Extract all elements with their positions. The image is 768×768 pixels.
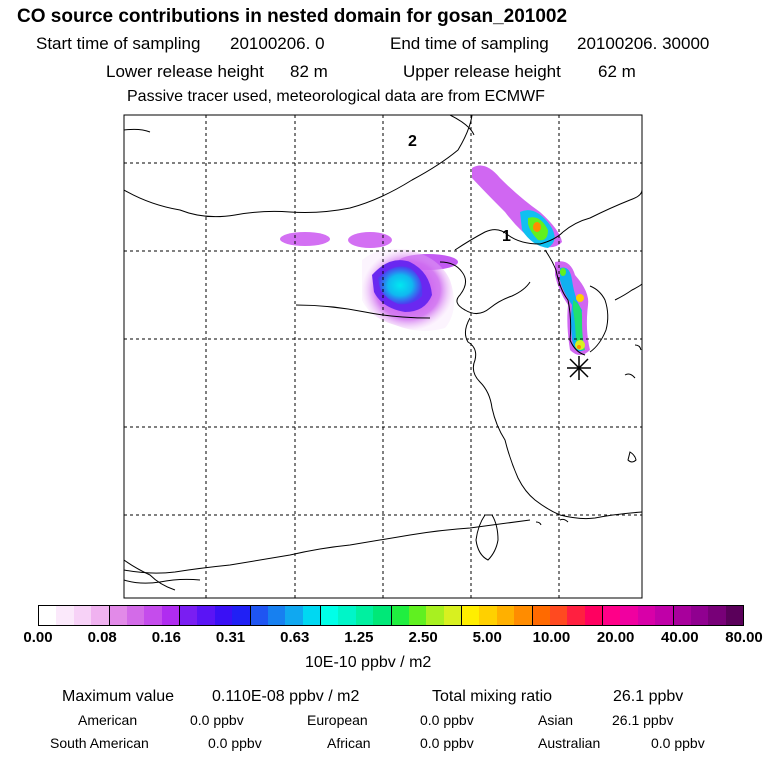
colorbar-tick-label: 0.31 [215, 629, 246, 646]
sampling-end-label: End time of sampling [390, 34, 549, 53]
upper-height-label: Upper release height [403, 62, 561, 81]
contour-label-2: 2 [408, 133, 417, 150]
colorbar-swatch [232, 606, 251, 625]
tracer-note: Passive tracer used, meteorological data… [127, 88, 545, 105]
colorbar-swatch [250, 606, 268, 625]
region-value: 0.0 ppbv [208, 735, 262, 751]
colorbar-swatch [302, 606, 321, 625]
total-mixing-label: Total mixing ratio [432, 688, 553, 705]
region-name: South American [50, 735, 149, 751]
colorbar-swatch [391, 606, 409, 625]
colorbar-swatch [637, 606, 656, 625]
lower-height-value: 82 m [290, 62, 328, 81]
map-frame [123, 114, 643, 599]
concentration-plume [280, 165, 590, 355]
total-mixing-value: 26.1 ppbv [613, 688, 684, 705]
colorbar-tick-label: 40.00 [661, 629, 699, 646]
colorbar-swatch [479, 606, 497, 625]
colorbar-swatch [109, 606, 127, 625]
max-value: 0.110E-08 ppbv / m2 [212, 688, 360, 705]
colorbar-swatch [214, 606, 233, 625]
colorbar-swatch [549, 606, 568, 625]
colorbar-swatch [496, 606, 515, 625]
colorbar-swatch [197, 606, 215, 625]
contour-label-1: 1 [502, 228, 511, 245]
colorbar-swatch [462, 606, 480, 625]
colorbar-swatch [180, 606, 198, 625]
colorbar-tick-label: 80.00 [725, 629, 763, 646]
upper-height-value: 62 m [598, 62, 636, 81]
map-content [124, 115, 642, 598]
colorbar-units: 10E-10 ppbv / m2 [305, 654, 432, 671]
region-name: African [327, 735, 371, 751]
colorbar-swatch [584, 606, 603, 625]
region-value: 26.1 ppbv [612, 712, 674, 728]
colorbar-tick-label: 10.00 [532, 629, 571, 646]
colorbar-swatch [144, 606, 162, 625]
coastlines [124, 115, 642, 591]
region-name: Asian [538, 712, 574, 728]
plot-title: CO source contributions in nested domain… [17, 6, 568, 27]
colorbar-tick-label: 0.16 [151, 629, 181, 646]
colorbar-swatch [285, 606, 303, 625]
colorbar [38, 605, 744, 626]
map-panel: 2 1 [123, 114, 643, 599]
colorbar-swatch [373, 606, 392, 625]
colorbar-swatch [161, 606, 180, 625]
colorbar-swatch [655, 606, 674, 625]
colorbar-swatch [514, 606, 533, 625]
region-name: Australian [538, 735, 601, 751]
colorbar-tick-label: 20.00 [596, 629, 635, 646]
region-value: 0.0 ppbv [190, 712, 244, 728]
sampling-start-value: 20100206. 0 [230, 34, 325, 53]
colorbar-tick-label: 1.25 [344, 629, 374, 646]
colorbar-swatch [567, 606, 585, 625]
colorbar-swatch [355, 606, 374, 625]
colorbar-tick-label: 0.00 [23, 629, 53, 646]
colorbar-swatch [725, 606, 743, 625]
colorbar-tick-label: 0.08 [87, 629, 117, 646]
receptor-marker-icon [567, 356, 591, 380]
colorbar-tick-label: 5.00 [472, 629, 502, 646]
colorbar-swatch [267, 606, 286, 625]
colorbar-swatch [443, 606, 462, 625]
lower-height-label: Lower release height [106, 62, 264, 81]
colorbar-swatch [408, 606, 427, 625]
region-value: 0.0 ppbv [420, 735, 474, 751]
colorbar-swatch [338, 606, 356, 625]
colorbar-tick-label: 0.63 [280, 629, 310, 646]
colorbar-swatch [56, 606, 74, 625]
colorbar-swatch [73, 606, 92, 625]
colorbar-swatch [673, 606, 691, 625]
colorbar-swatch [532, 606, 550, 625]
region-value: 0.0 ppbv [420, 712, 474, 728]
region-name: American [78, 712, 138, 728]
sampling-end-value: 20100206. 30000 [577, 34, 710, 53]
colorbar-swatch [690, 606, 709, 625]
colorbar-swatch [603, 606, 621, 625]
colorbar-swatch [126, 606, 145, 625]
colorbar-swatch [426, 606, 444, 625]
colorbar-swatch [708, 606, 726, 625]
colorbar-tick-label: 2.50 [408, 629, 438, 646]
colorbar-swatch [91, 606, 110, 625]
sampling-start-label: Start time of sampling [36, 34, 201, 53]
colorbar-swatch [39, 606, 57, 625]
colorbar-swatch [620, 606, 638, 625]
region-name: European [307, 712, 368, 728]
region-value: 0.0 ppbv [651, 735, 705, 751]
max-value-label: Maximum value [62, 688, 175, 705]
lat-lon-grid [124, 115, 642, 598]
colorbar-swatch [321, 606, 339, 625]
